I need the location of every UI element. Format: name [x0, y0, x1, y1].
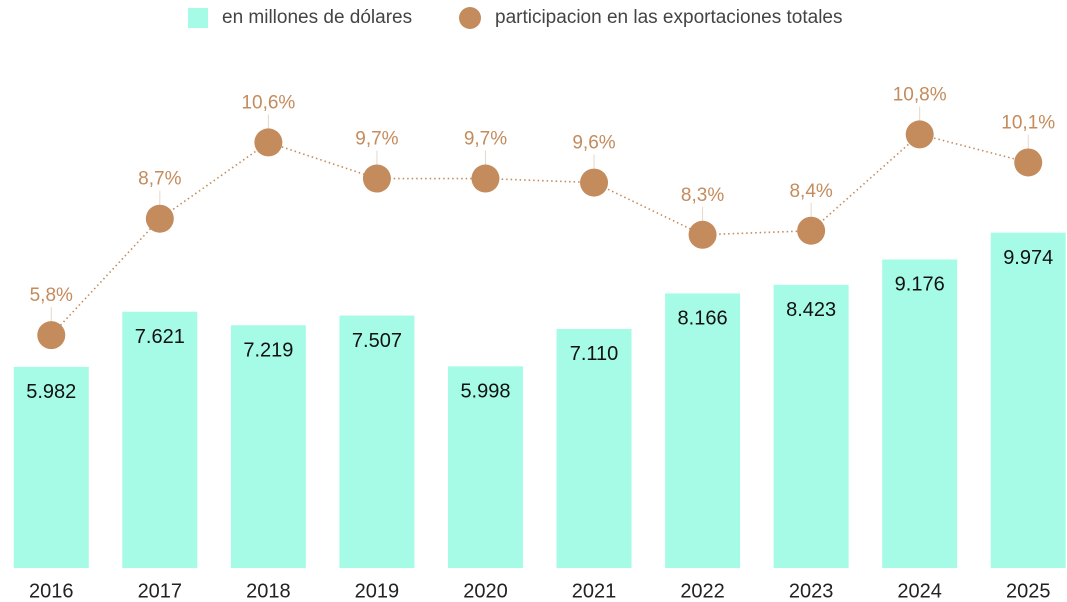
bar-value-label: 7.219: [243, 340, 293, 362]
line-point: [905, 120, 934, 149]
line-value-label: 8,4%: [789, 181, 832, 202]
bar: [339, 315, 415, 568]
x-tick-label: 2022: [680, 580, 725, 602]
legend-swatch: [188, 8, 208, 28]
line-point: [37, 321, 66, 350]
line-point: [145, 204, 174, 233]
x-tick-label: 2018: [246, 580, 291, 602]
line-point: [362, 164, 391, 193]
line-point: [688, 220, 717, 249]
bar-value-label: 7.621: [135, 326, 185, 348]
bar: [13, 366, 89, 568]
bar-value-label: 8.166: [678, 308, 728, 330]
x-tick-label: 2019: [355, 580, 400, 602]
line-value-label: 5,8%: [30, 285, 73, 306]
legend-label: participacion en las exportaciones total…: [495, 7, 842, 28]
line-value-label: 10,8%: [893, 84, 947, 105]
bar-value-label: 8.423: [786, 299, 836, 321]
bar-value-label: 7.507: [352, 330, 402, 352]
bar: [990, 232, 1066, 568]
bar: [447, 366, 523, 568]
bar-value-label: 9.974: [1003, 247, 1053, 269]
x-tick-label: 2025: [1006, 580, 1051, 602]
line-value-label: 9,7%: [355, 129, 398, 150]
bar-value-label: 5.982: [26, 381, 76, 403]
line-point: [254, 128, 283, 157]
legend-swatch: [459, 7, 481, 29]
line-point: [797, 216, 826, 245]
x-tick-label: 2024: [897, 580, 942, 602]
line-value-label: 8,3%: [681, 185, 724, 206]
line-value-label: 9,6%: [572, 133, 615, 154]
x-tick-label: 2016: [29, 580, 74, 602]
x-tick-label: 2020: [463, 580, 508, 602]
x-tick-label: 2017: [138, 580, 183, 602]
line-point: [1014, 148, 1043, 177]
line: [50, 133, 1029, 336]
bar: [773, 284, 849, 568]
bar: [882, 259, 958, 568]
bar: [665, 293, 741, 568]
line-value-label: 10,1%: [1001, 113, 1055, 134]
bar-value-label: 7.110: [570, 343, 619, 365]
line-value-label: 10,6%: [241, 92, 295, 113]
bar: [556, 328, 632, 568]
line-value-label: 9,7%: [464, 129, 507, 150]
x-tick-label: 2023: [789, 580, 834, 602]
bar: [122, 311, 198, 568]
legend-label: en millones de dólares: [222, 7, 412, 28]
line-point: [580, 168, 609, 197]
line-value-label: 8,7%: [138, 169, 181, 190]
bar: [230, 325, 306, 568]
x-tick-label: 2021: [572, 580, 617, 602]
line-point: [471, 164, 500, 193]
bar-value-label: 5.998: [460, 381, 510, 403]
bar-value-label: 9.176: [895, 274, 945, 296]
